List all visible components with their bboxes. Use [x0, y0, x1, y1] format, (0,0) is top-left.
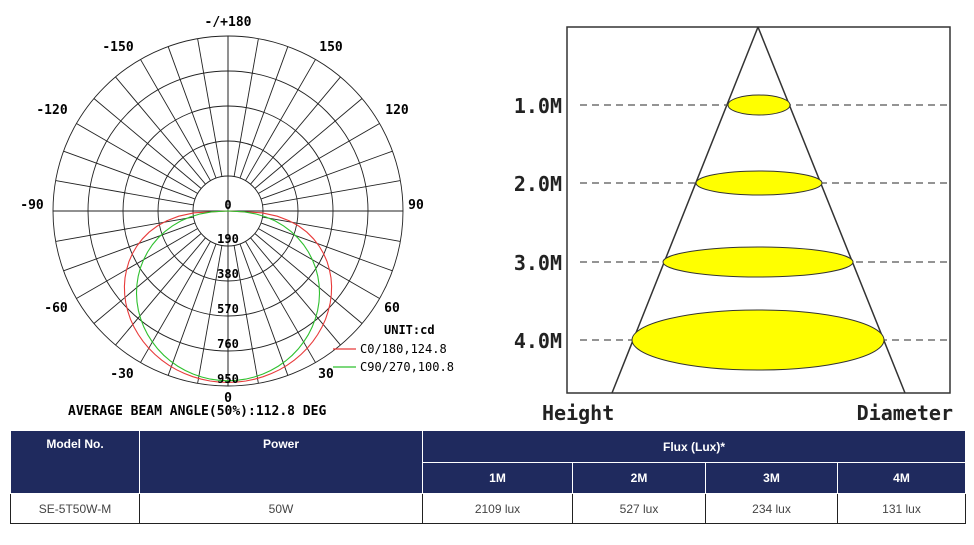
light-spot-1m: [727, 94, 791, 116]
unit-label: UNIT:cd: [384, 323, 435, 337]
height-label: Height: [542, 401, 614, 425]
radial-label-380: 380: [217, 267, 239, 281]
angle-label-pos90: 90: [408, 198, 424, 213]
curve-c0-180: [123, 210, 333, 384]
angle-label-pos150: 150: [319, 40, 343, 55]
header-flux: Flux (Lux)*: [422, 430, 966, 463]
table-row: SE-5T50W-M 50W 2109 lux 527 lux 234 lux …: [10, 493, 966, 524]
beam-angle-caption: AVERAGE BEAM ANGLE(50%):112.8 DEG: [68, 404, 326, 419]
header-power: Power: [139, 430, 423, 494]
legend-label-c90: C90/270,100.8: [360, 360, 454, 374]
angle-label-pos120: 120: [385, 103, 409, 118]
radial-label-190: 190: [217, 232, 239, 246]
header-3m: 3M: [705, 462, 838, 494]
polar-ring: [122, 105, 334, 317]
cell-flux-4m: 131 lux: [837, 493, 966, 524]
angle-label-0: 0: [224, 391, 232, 406]
cell-power: 50W: [139, 493, 423, 524]
cone-diagram: 1.0M 2.0M 3.0M 4.0M Height Diameter: [500, 0, 974, 428]
curve-c90-270: [135, 210, 321, 382]
polar-diagram: -/+180 -150 150 -120 120 -90 90 -60 60 -…: [0, 0, 490, 428]
radial-label-570: 570: [217, 302, 239, 316]
level-label-4m: 4.0M: [514, 329, 562, 353]
cone-right-edge: [757, 26, 906, 394]
polar-ring: [52, 35, 404, 387]
polar-chart-svg: -/+180 -150 150 -120 120 -90 90 -60 60 -…: [20, 15, 454, 419]
header-model: Model No.: [10, 430, 140, 494]
angle-label-neg60: -60: [44, 301, 68, 316]
center-label: 0: [224, 198, 231, 212]
polar-curves: [123, 210, 333, 384]
cell-flux-1m: 2109 lux: [422, 493, 573, 524]
radial-label-760: 760: [217, 337, 239, 351]
light-spot-4m: [631, 309, 885, 371]
level-label-3m: 3.0M: [514, 251, 562, 275]
angle-label-neg120: -120: [36, 103, 67, 118]
radial-label-950: 950: [217, 372, 239, 386]
cone-svg: 1.0M 2.0M 3.0M 4.0M Height Diameter: [514, 26, 953, 425]
legend-label-c0: C0/180,124.8: [360, 342, 447, 356]
angle-label-neg30: -30: [110, 367, 134, 382]
light-spot-3m: [662, 246, 854, 278]
spec-table: Model No. Power Flux (Lux)* 1M 2M 3M 4M …: [10, 430, 966, 524]
header-1m: 1M: [422, 462, 573, 494]
cell-flux-2m: 527 lux: [572, 493, 706, 524]
diameter-label: Diameter: [857, 401, 953, 425]
polar-ring: [192, 175, 264, 247]
cell-model: SE-5T50W-M: [10, 493, 140, 524]
angle-label-180: -/+180: [205, 15, 252, 30]
polar-grid: [52, 35, 404, 387]
angle-label-pos30: 30: [318, 367, 334, 382]
level-label-1m: 1.0M: [514, 94, 562, 118]
light-spot-2m: [695, 170, 823, 196]
angle-label-neg150: -150: [102, 40, 133, 55]
level-label-2m: 2.0M: [514, 172, 562, 196]
angle-label-neg90: -90: [20, 198, 44, 213]
polar-ring: [157, 140, 299, 282]
cell-flux-3m: 234 lux: [705, 493, 838, 524]
polar-ring: [87, 70, 369, 352]
header-2m: 2M: [572, 462, 706, 494]
angle-label-pos60: 60: [384, 301, 400, 316]
header-4m: 4M: [837, 462, 966, 494]
